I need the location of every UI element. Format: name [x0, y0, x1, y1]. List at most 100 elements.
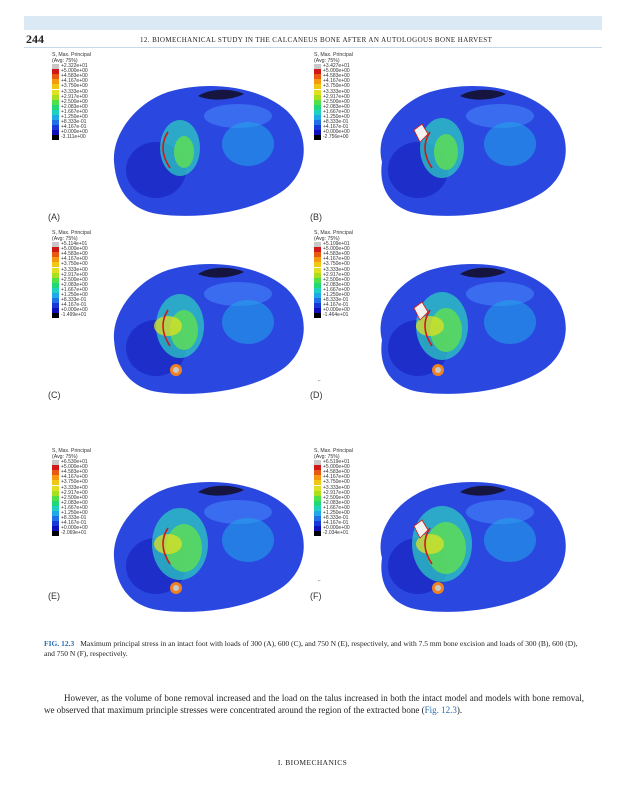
legend-value: +2.083e+00	[61, 499, 88, 506]
body-paragraph: However, as the volume of bone removal i…	[44, 692, 584, 716]
legend-swatch	[314, 308, 321, 314]
legend-entry: +2.917e+00	[52, 93, 118, 100]
legend-value: +8.333e-01	[61, 515, 87, 522]
legend-swatch	[314, 125, 321, 131]
stress-plot-d: S, Max. Principal (Avg: 75%) +5.109e+01 +5.…	[310, 230, 582, 405]
legend-entry: +1.250e+00	[314, 510, 380, 516]
legend-value: +2.917e+00	[61, 93, 88, 100]
legend-swatch	[314, 516, 321, 522]
legend-swatch	[52, 526, 59, 532]
legend-entry: +1.667e+00	[314, 505, 380, 511]
legend-value: +2.500e+00	[61, 494, 88, 501]
legend-value: +2.917e+00	[323, 93, 350, 100]
legend-swatch	[314, 526, 321, 532]
header-band	[24, 16, 602, 30]
legend-entry: +4.167e+00	[314, 79, 380, 85]
legend-swatch	[52, 485, 59, 491]
legend-entry: +5.000e+00	[52, 69, 118, 75]
legend-value: +4.167e+00	[323, 474, 350, 481]
legend-swatch	[314, 84, 321, 90]
legend-value: +2.083e+00	[323, 103, 350, 110]
panel-label-c: (C)	[48, 390, 61, 400]
panel-label-e: (E)	[48, 591, 60, 601]
legend-swatch	[52, 130, 59, 136]
legend-value: +2.083e+00	[323, 499, 350, 506]
stress-plot-e: S, Max. Principal (Avg: 75%) +6.530e+01 +5.…	[48, 448, 320, 623]
legend-entry: +3.750e+00	[52, 480, 118, 486]
legend-swatch	[52, 470, 59, 476]
legend-swatch	[314, 267, 321, 273]
legend-value: +4.167e-01	[61, 520, 87, 527]
legend-entry: +8.333e-01	[314, 297, 380, 304]
legend-value: +2.500e+00	[323, 494, 350, 501]
legend-entry: +4.583e+00	[314, 470, 380, 476]
panel-label-d: (D)	[310, 390, 323, 400]
legend-entry: +2.917e+00	[314, 490, 380, 496]
legend-entry: +5.000e+00	[52, 247, 118, 253]
legend-swatch	[52, 120, 59, 126]
legend-entry: +1.667e+00	[314, 287, 380, 293]
legend-swatch	[52, 69, 59, 75]
legend-value: +8.333e-01	[323, 297, 349, 304]
panel-label-a: (A)	[48, 212, 60, 222]
legend-value: +4.583e+00	[61, 73, 88, 80]
legend-entry: +0.000e+00	[314, 129, 380, 136]
legend-entry: +0.000e+00	[52, 308, 118, 314]
stress-legend-a: S, Max. Principal (Avg: 75%) +2.322e+01 +5.…	[52, 52, 118, 141]
legend-value: +3.333e+00	[61, 88, 88, 95]
legend-swatch	[52, 480, 59, 486]
legend-value: +0.000e+00	[61, 525, 88, 532]
legend-entry: +0.000e+00	[314, 526, 380, 532]
legend-entry: +2.500e+00	[314, 494, 380, 501]
legend-value: +3.750e+00	[61, 83, 88, 90]
legend-entry: -3.111e+00	[52, 135, 118, 141]
legend-swatch	[52, 89, 59, 95]
legend-swatch	[52, 510, 59, 516]
legend-title: (Avg: 75%)	[52, 236, 78, 242]
legend-value: +0.000e+00	[323, 129, 350, 136]
legend-entry: +5.000e+00	[314, 69, 380, 75]
legend-swatch	[314, 500, 321, 506]
legend-entry: +5.114e+01	[52, 242, 118, 248]
legend-entry: +3.333e+00	[52, 88, 118, 95]
legend-entry: +2.500e+00	[52, 494, 118, 501]
legend-entry: +4.583e+00	[52, 470, 118, 476]
legend-entry: +3.333e+00	[314, 89, 380, 95]
legend-swatch	[52, 74, 59, 80]
legend-title: S, Max. Principal	[52, 230, 91, 236]
legend-swatch	[52, 79, 59, 85]
legend-swatch	[52, 84, 59, 90]
legend-entry: +2.083e+00	[52, 499, 118, 506]
legend-swatch	[314, 130, 321, 136]
legend-swatch	[52, 267, 59, 273]
legend-value: +5.000e+00	[61, 464, 88, 471]
legend-value: +8.333e-01	[323, 515, 349, 522]
legend-value: +4.583e+00	[323, 251, 350, 258]
legend-entry: +3.750e+00	[314, 261, 380, 268]
legend-entry: +2.500e+00	[52, 99, 118, 105]
legend-value: +4.167e-01	[61, 302, 87, 309]
legend-entry: +3.333e+00	[52, 267, 118, 273]
legend-swatch	[314, 114, 321, 120]
calcaneus-model-b	[380, 86, 566, 216]
legend-entry: -1.464e+01	[314, 313, 380, 319]
legend-swatch	[314, 89, 321, 95]
body-text-start: However, as the volume of bone removal i…	[44, 693, 584, 715]
figure-reference-link[interactable]: Fig. 12.3	[424, 705, 457, 715]
legend-entry: +3.333e+00	[314, 485, 380, 491]
legend-entry: +3.333e+00	[52, 485, 118, 491]
legend-swatch	[52, 257, 59, 263]
legend-swatch	[52, 500, 59, 506]
legend-value: +2.917e+00	[323, 271, 350, 278]
legend-swatch	[314, 69, 321, 75]
legend-entry: +3.333e+00	[314, 267, 380, 273]
legend-swatch	[314, 495, 321, 501]
legend-value: +3.750e+00	[61, 261, 88, 268]
legend-entry: +4.167e-01	[314, 521, 380, 527]
legend-value: +3.750e+00	[323, 261, 350, 268]
legend-title: (Avg: 75%)	[314, 236, 340, 242]
legend-swatch	[314, 510, 321, 516]
body-text-end: ).	[456, 705, 463, 715]
legend-swatch	[314, 465, 321, 471]
legend-entry: +1.667e+00	[52, 287, 118, 293]
